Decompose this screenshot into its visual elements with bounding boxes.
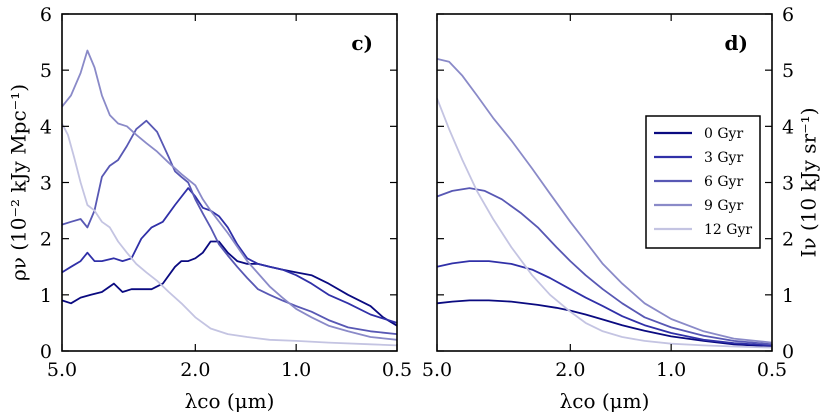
panel-c-series-line-0 <box>61 240 398 327</box>
legend-label-1: 3 Gyr <box>704 150 743 166</box>
panel-c-series-line-3 <box>61 49 398 341</box>
panel-c-series-line-4 <box>61 123 398 347</box>
panel-d-y-tick-label: 2 <box>782 229 794 251</box>
panel-c-y-tick-label: 4 <box>40 116 52 138</box>
panel-d-y-tick-label: 6 <box>782 4 794 26</box>
panel-d-x-tick-label: 5.0 <box>422 359 452 381</box>
panel-d-y-tick-label: 3 <box>782 173 794 195</box>
panel-c: 5.0 2.0 1.0 0.5 0 1 2 3 4 5 6 c) λco (μm) ρν (10⁻²… <box>7 4 413 413</box>
panel-c-series-line-2 <box>61 119 398 335</box>
panel-c-x-tick-label: 5.0 <box>47 359 77 381</box>
panel-d-label: d) <box>725 31 748 55</box>
panel-d-y-tick-label: 1 <box>782 285 794 307</box>
panel-c-y-tick-label: 3 <box>40 173 52 195</box>
legend-label-4: 12 Gyr <box>704 222 752 238</box>
panel-c-x-axis-label: λco (μm) <box>185 389 275 413</box>
panel-c-x-tick-label: 1.0 <box>281 359 311 381</box>
panel-c-frame <box>61 13 398 352</box>
panel-c-y-tick-label: 0 <box>40 341 52 363</box>
panel-d-series-line-1 <box>436 260 773 347</box>
legend-label-0: 0 Gyr <box>704 126 743 142</box>
panel-d-y-tick-label: 5 <box>782 60 794 82</box>
panel-c-x-tick-label: 2.0 <box>180 359 210 381</box>
panel-c-label: c) <box>351 31 373 55</box>
panel-d-y-axis-label: Iν (10 kJy sr⁻¹) <box>797 107 821 257</box>
panel-c-series-line-1 <box>61 187 398 324</box>
legend-label-3: 9 Gyr <box>704 198 743 214</box>
panel-c-y-axis-label: ρν (10⁻² kJy Mpc⁻¹) <box>7 84 31 281</box>
panel-d-series-line-0 <box>436 299 773 348</box>
panel-d-series-line-4 <box>436 97 773 349</box>
panel-d-x-tick-label: 1.0 <box>656 359 686 381</box>
panel-c-y-tick-label: 1 <box>40 285 52 307</box>
panel-d-series-line-2 <box>436 187 773 346</box>
panel-c-y-tick-label: 6 <box>40 4 52 26</box>
legend: 0 Gyr 3 Gyr 6 Gyr 9 Gyr 12 Gyr <box>645 115 761 249</box>
panel-d-frame <box>436 13 773 352</box>
panel-d-series-line-3 <box>436 58 773 344</box>
panel-d: 5.0 2.0 1.0 0.50 1 2 3 4 5 6 d) λco (μm) Iν (10 k… <box>422 4 821 413</box>
panel-c-y-tick-label: 2 <box>40 229 52 251</box>
panel-d-y-tick-label: 4 <box>782 116 794 138</box>
panel-d-x-tick-label: 0.5 <box>757 359 787 381</box>
panel-d-x-tick-label: 2.0 <box>555 359 585 381</box>
legend-label-2: 6 Gyr <box>704 174 743 190</box>
panel-c-y-tick-label: 5 <box>40 60 52 82</box>
panel-d-y-tick-label: 0 <box>782 341 794 363</box>
panel-d-x-axis-label: λco (μm) <box>560 389 650 413</box>
panel-c-x-tick-label: 0.5 <box>382 359 412 381</box>
